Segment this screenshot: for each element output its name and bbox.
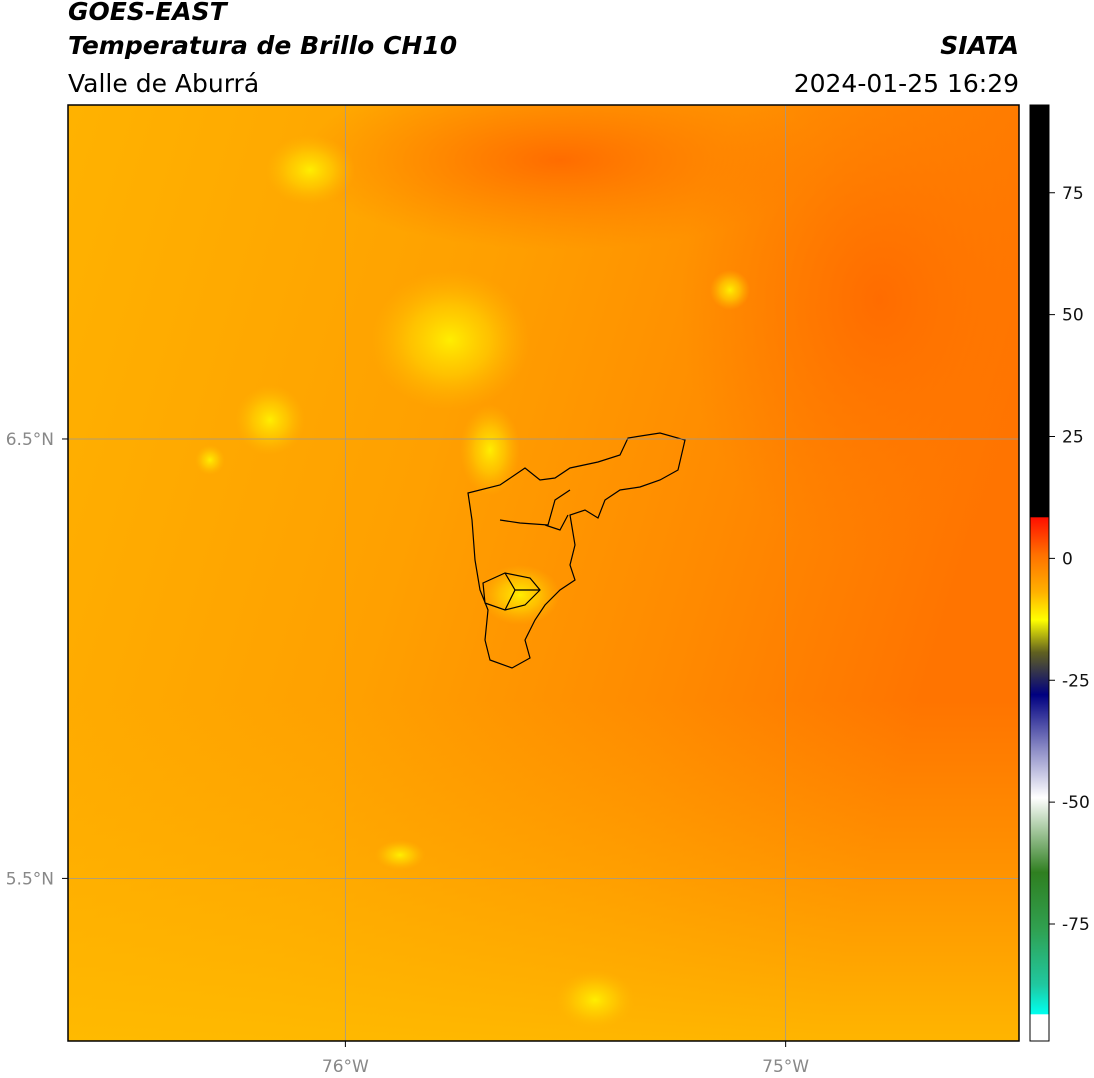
municipal-boundaries <box>467 432 686 669</box>
y-tick-label: 5.5°N <box>6 869 54 889</box>
x-tick-label: 75°W <box>762 1057 809 1077</box>
colorbar-label: 75 <box>1062 184 1084 204</box>
colorbar <box>1029 104 1050 1042</box>
colorbar-label: 25 <box>1062 428 1084 448</box>
region: Valle de Aburrá <box>68 69 259 98</box>
colorbar-label: -75 <box>1062 915 1090 935</box>
colorbar-label: -50 <box>1062 793 1090 813</box>
x-tick-label: 76°W <box>322 1057 369 1077</box>
graticule <box>68 105 1019 1041</box>
title: GOES-EAST <box>68 0 229 26</box>
colorbar-label: 0 <box>1062 549 1073 569</box>
datetime: 2024-01-25 16:29 <box>794 69 1019 98</box>
colorbar-label: 50 <box>1062 306 1084 326</box>
map-frame <box>67 104 1020 1042</box>
map-field <box>68 105 1019 1041</box>
colorbar-label: -25 <box>1062 671 1090 691</box>
subtitle: Temperatura de Brillo CH10 <box>68 31 457 60</box>
source: SIATA <box>940 31 1019 60</box>
y-tick-label: 6.5°N <box>6 430 54 450</box>
